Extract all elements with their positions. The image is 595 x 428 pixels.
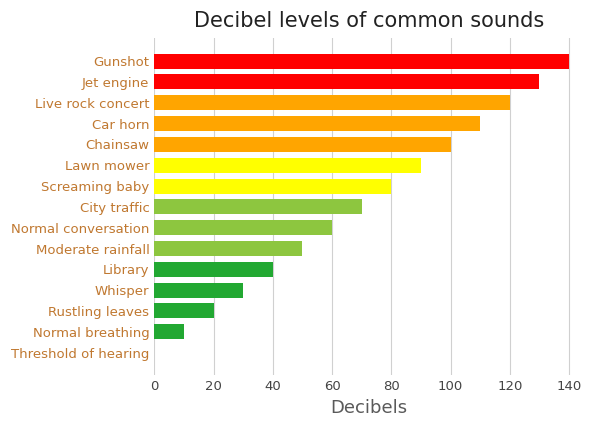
Title: Decibel levels of common sounds: Decibel levels of common sounds	[194, 11, 544, 31]
X-axis label: Decibels: Decibels	[331, 399, 408, 417]
Bar	[154, 158, 421, 172]
Bar	[154, 241, 302, 256]
Bar	[154, 137, 450, 152]
Bar	[154, 262, 273, 277]
Bar	[154, 54, 569, 68]
Bar	[154, 303, 214, 318]
Bar	[154, 178, 392, 193]
Bar	[154, 116, 480, 131]
Bar	[154, 74, 540, 89]
Bar	[154, 220, 332, 235]
Bar	[154, 282, 243, 297]
Bar	[154, 324, 184, 339]
Bar	[154, 95, 510, 110]
Bar	[154, 199, 362, 214]
